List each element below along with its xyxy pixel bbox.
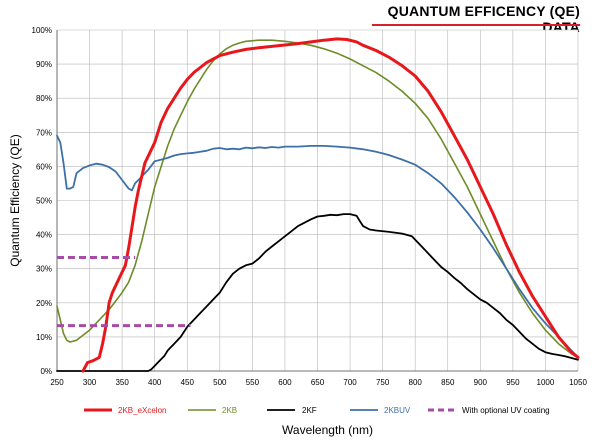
series-line-2kb-excelon	[81, 37, 580, 373]
x-tick-label: 450	[181, 378, 195, 387]
series-line-2kbuv	[56, 134, 579, 359]
y-tick-label: 60%	[36, 162, 52, 171]
x-tick-label: 850	[441, 378, 455, 387]
x-tick-label: 250	[50, 378, 64, 387]
y-tick-label: 40%	[36, 231, 52, 240]
legend-label: 2KB_eXcelon	[118, 406, 166, 415]
legend-label: 2KF	[302, 406, 317, 415]
x-tick-label: 500	[213, 378, 227, 387]
y-axis-title: Quantum Efficiency (QE)	[8, 134, 22, 267]
y-tick-label: 80%	[36, 94, 52, 103]
y-tick-label: 100%	[32, 26, 52, 35]
legend-label: 2KBUV	[384, 406, 411, 415]
title-underline	[372, 24, 580, 26]
x-axis-title: Wavelength (nm)	[282, 423, 373, 437]
x-tick-label: 1050	[569, 378, 587, 387]
x-tick-label: 300	[83, 378, 97, 387]
x-tick-label: 550	[246, 378, 260, 387]
x-tick-label: 800	[409, 378, 423, 387]
y-tick-label: 30%	[36, 265, 52, 274]
x-tick-label: 650	[311, 378, 325, 387]
x-tick-label: 350	[115, 378, 129, 387]
y-tick-label: 20%	[36, 299, 52, 308]
x-tick-label: 950	[506, 378, 520, 387]
y-tick-label: 50%	[36, 197, 52, 206]
series-line-2kb	[56, 39, 579, 359]
x-tick-label: 400	[148, 378, 162, 387]
x-tick-label: 900	[474, 378, 488, 387]
x-tick-label: 1000	[537, 378, 555, 387]
y-tick-label: 0%	[40, 367, 52, 376]
series-line-2kf	[56, 213, 579, 372]
x-tick-label: 700	[343, 378, 357, 387]
y-tick-label: 70%	[36, 128, 52, 137]
legend-label: 2KB	[222, 406, 237, 415]
y-tick-label: 10%	[36, 333, 52, 342]
x-tick-label: 750	[376, 378, 390, 387]
x-tick-label: 600	[278, 378, 292, 387]
y-tick-label: 90%	[36, 60, 52, 69]
legend-label: With optional UV coating	[462, 406, 550, 415]
